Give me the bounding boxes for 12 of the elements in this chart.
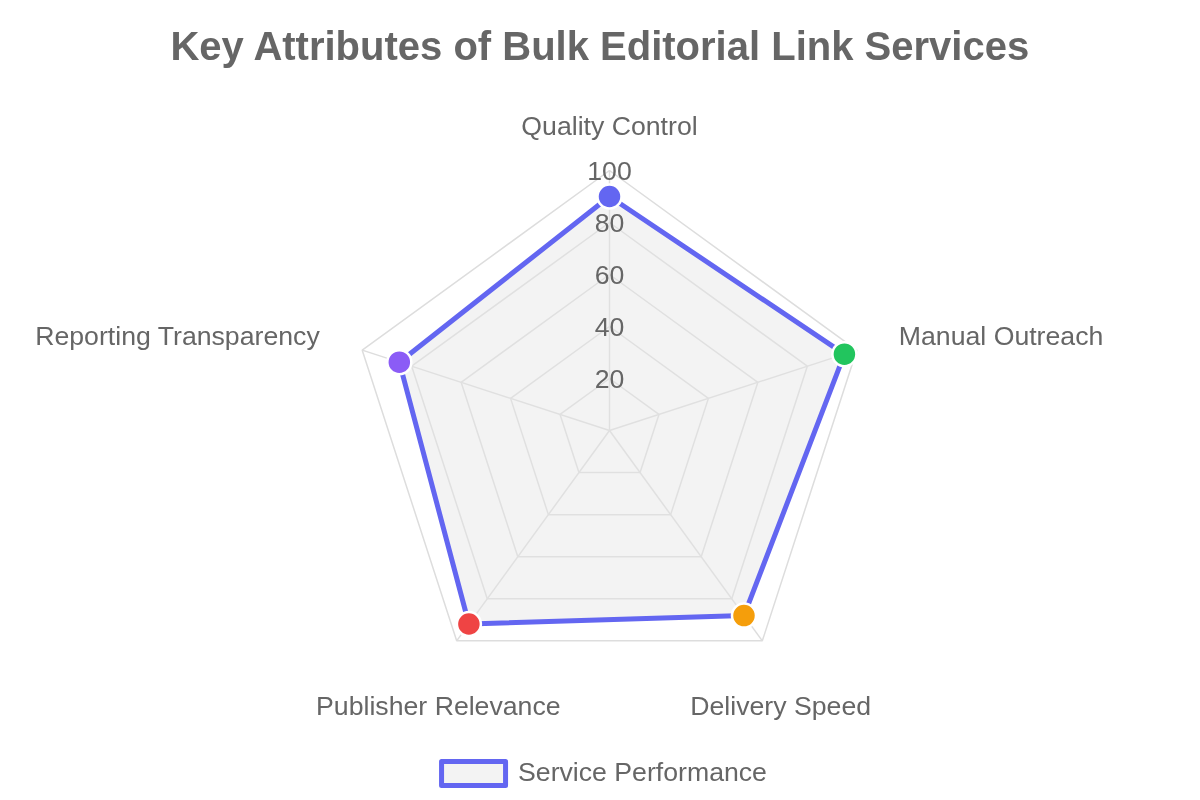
chart-title: Key Attributes of Bulk Editorial Link Services — [170, 23, 1030, 68]
spoke-label: Quality Control — [521, 111, 698, 142]
y-tick-label: 60 — [594, 259, 625, 290]
y-tick-label: 80 — [594, 207, 625, 238]
y-tick-label: 20 — [594, 363, 625, 394]
spoke-label: Reporting Transparency — [35, 321, 321, 352]
y-tick-label: 100 — [587, 155, 632, 186]
spoke-label: Delivery Speed — [690, 691, 872, 722]
legend-label: Service Performance — [518, 757, 767, 788]
spoke-label: Manual Outreach — [898, 321, 1104, 352]
spoke-label: Publisher Relevance — [316, 691, 561, 722]
y-tick-label: 40 — [594, 311, 625, 342]
